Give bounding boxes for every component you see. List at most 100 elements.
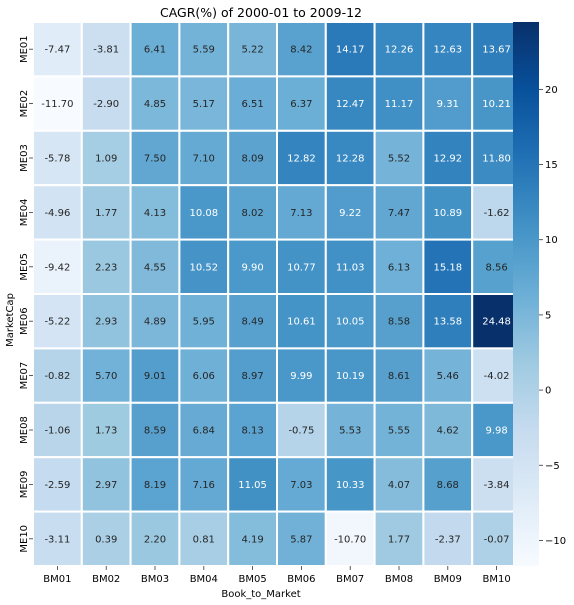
heatmap-cell — [227, 401, 278, 459]
heatmap-cell — [422, 129, 474, 187]
cell-value-label: 6.84 — [193, 426, 215, 437]
cell-value-label: 11.80 — [482, 154, 511, 165]
heatmap-cell — [373, 238, 425, 296]
y-tick-label: ME05 — [19, 253, 30, 281]
cell-value-label: 9.01 — [144, 371, 166, 382]
cell-value-label: 12.26 — [385, 45, 414, 56]
cell-value-label: 4.89 — [144, 317, 166, 328]
heatmap-cell — [373, 21, 425, 78]
y-tick-label: ME04 — [19, 199, 30, 227]
cell-value-label: 6.41 — [144, 45, 166, 56]
cell-value-label: 13.58 — [433, 317, 462, 328]
cell-value-label: -11.70 — [41, 99, 73, 110]
cell-value-label: 10.61 — [287, 317, 316, 328]
cell-value-label: 10.52 — [189, 262, 218, 273]
cell-value-label: 12.63 — [433, 45, 462, 56]
x-tick-label: BM04 — [190, 574, 218, 585]
cell-value-label: -0.07 — [484, 534, 510, 545]
heatmap-cell — [178, 293, 230, 350]
x-tick-label: BM03 — [141, 574, 169, 585]
heatmap-cell — [80, 75, 132, 132]
heatmap-cell — [129, 293, 181, 350]
heatmap-cell — [80, 129, 132, 187]
cell-value-label: 7.03 — [290, 480, 312, 491]
cell-value-label: 15.18 — [433, 262, 462, 273]
heatmap-cell — [373, 510, 425, 568]
heatmap-cell — [80, 238, 132, 296]
heatmap-cell — [129, 401, 181, 459]
heatmap-cell — [324, 401, 376, 459]
cell-value-label: 2.23 — [95, 262, 117, 273]
heatmap-cell — [422, 510, 474, 568]
cell-value-label: 9.99 — [290, 371, 312, 382]
cell-value-label: 5.17 — [193, 99, 215, 110]
heatmap-cell — [373, 347, 425, 404]
colorbar-tick-label: −10 — [545, 536, 566, 547]
heatmap-cell — [227, 456, 278, 513]
cell-value-label: -4.96 — [44, 208, 70, 219]
cell-value-label: 2.93 — [95, 317, 117, 328]
heatmap-cell — [324, 75, 376, 132]
cell-value-label: 1.77 — [388, 534, 410, 545]
cell-value-label: 10.33 — [336, 480, 365, 491]
heatmap-cell — [276, 510, 327, 568]
cell-value-label: -3.11 — [44, 534, 70, 545]
colorbar-ticks: −10 −5 0 5 10 15 20 — [539, 85, 566, 547]
y-tick-label: ME03 — [19, 144, 30, 172]
cell-value-label: 7.47 — [388, 208, 410, 219]
x-tick-label: BM06 — [287, 574, 315, 585]
cell-value-label: 5.22 — [241, 45, 263, 56]
chart-title: CAGR(%) of 2000-01 to 2009-12 — [160, 5, 362, 20]
heatmap-cell — [129, 129, 181, 187]
y-tick-label: ME10 — [19, 525, 30, 553]
cell-value-label: 5.95 — [193, 317, 215, 328]
cell-value-label: -0.82 — [44, 371, 70, 382]
cell-value-label: 1.09 — [95, 154, 117, 165]
cell-value-label: 10.19 — [336, 371, 365, 382]
cell-value-label: 8.61 — [388, 371, 410, 382]
cell-value-label: 8.59 — [144, 426, 166, 437]
heatmap-cell — [471, 21, 523, 78]
cell-value-label: 0.81 — [193, 534, 215, 545]
x-tick-label: BM09 — [434, 574, 462, 585]
colorbar-tick-label: 0 — [545, 386, 551, 397]
heatmap-cell — [32, 510, 83, 568]
heatmap-cell — [32, 293, 83, 350]
heatmap-cell — [80, 401, 132, 459]
cell-value-label: 12.47 — [336, 99, 365, 110]
cell-value-label: 10.89 — [433, 208, 462, 219]
cell-value-label: 8.13 — [241, 426, 263, 437]
heatmap-cell — [276, 293, 327, 350]
cell-value-label: 9.22 — [339, 208, 361, 219]
heatmap-cell — [422, 293, 474, 350]
cell-value-label: 11.05 — [238, 480, 267, 491]
cell-value-label: 5.70 — [95, 371, 117, 382]
x-tick-label: BM01 — [43, 574, 71, 585]
y-tick-label: ME09 — [19, 471, 30, 499]
heatmap-cell — [276, 184, 327, 241]
x-tick-label: BM07 — [336, 574, 364, 585]
cell-value-label: -10.70 — [334, 534, 366, 545]
cell-value-label: 5.46 — [437, 371, 459, 382]
cell-value-label: 13.67 — [482, 45, 511, 56]
cell-value-label: 2.97 — [95, 480, 117, 491]
cell-value-label: 8.09 — [241, 154, 263, 165]
cell-value-label: 5.59 — [193, 45, 215, 56]
heatmap-cell — [471, 75, 523, 132]
cell-value-label: 12.28 — [336, 154, 365, 165]
cell-value-label: 1.73 — [95, 426, 117, 437]
cell-value-label: 11.03 — [336, 262, 365, 273]
cell-value-label: 12.82 — [287, 154, 316, 165]
cell-value-label: 6.13 — [388, 262, 410, 273]
cell-value-label: 8.97 — [241, 371, 263, 382]
x-axis-label: Book_to_Market — [221, 589, 300, 600]
colorbar-tick-label: −5 — [545, 461, 560, 472]
cell-value-label: 4.13 — [144, 208, 166, 219]
cell-value-label: 12.92 — [433, 154, 462, 165]
cell-value-label: -7.47 — [44, 45, 70, 56]
x-tick-label: BM08 — [385, 574, 413, 585]
heatmap-cell — [324, 347, 376, 404]
heatmap-cell — [324, 510, 376, 568]
heatmap-cell — [227, 293, 278, 350]
heatmap-cell — [227, 238, 278, 296]
